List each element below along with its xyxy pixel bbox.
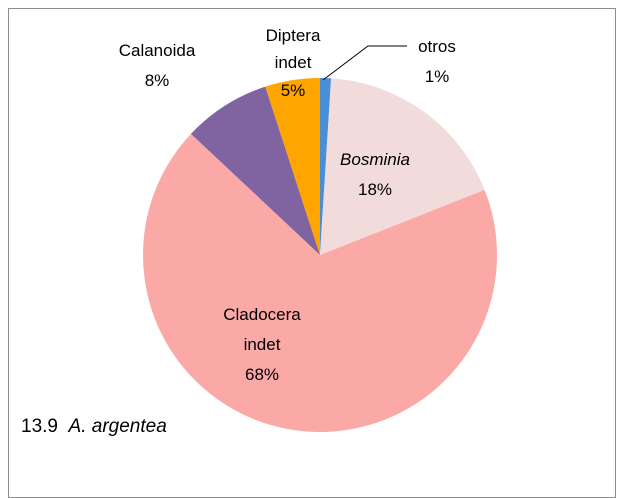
slice-label: Calanoida 8% (111, 36, 203, 96)
chart: 13.9 A. argentea otros 1% Bosminia 18% Clado… (8, 8, 616, 498)
value-label: 1% (424, 67, 450, 86)
category-label: Calanoida (118, 41, 196, 60)
pie-slice (265, 78, 320, 255)
category-label: Bosminia (340, 150, 410, 169)
value-label: 8% (144, 71, 170, 90)
pie-slice (190, 86, 320, 255)
chart-title: A. argentea (68, 416, 167, 437)
value-label: 68% (244, 365, 280, 384)
slice-label: Diptera indet 5% (247, 22, 339, 106)
pie-slice (143, 133, 497, 433)
slice-label: Bosminia 18% (329, 145, 421, 205)
slice-label: otros 1% (391, 32, 483, 92)
pie-area (143, 45, 497, 433)
category-label: Cladocera indet (223, 305, 301, 354)
value-label: 18% (357, 180, 393, 199)
leader-line (322, 45, 407, 81)
slice-label: Cladocera indet 68% (216, 300, 308, 390)
category-label: otros (418, 37, 456, 56)
pie-slice (320, 78, 485, 255)
pie-slice (320, 78, 332, 255)
figure-number: 13.9 (21, 416, 58, 437)
value-label: 5% (280, 81, 306, 100)
caption: 13.9 A. argentea (21, 416, 167, 438)
category-label: Diptera indet (265, 26, 321, 72)
